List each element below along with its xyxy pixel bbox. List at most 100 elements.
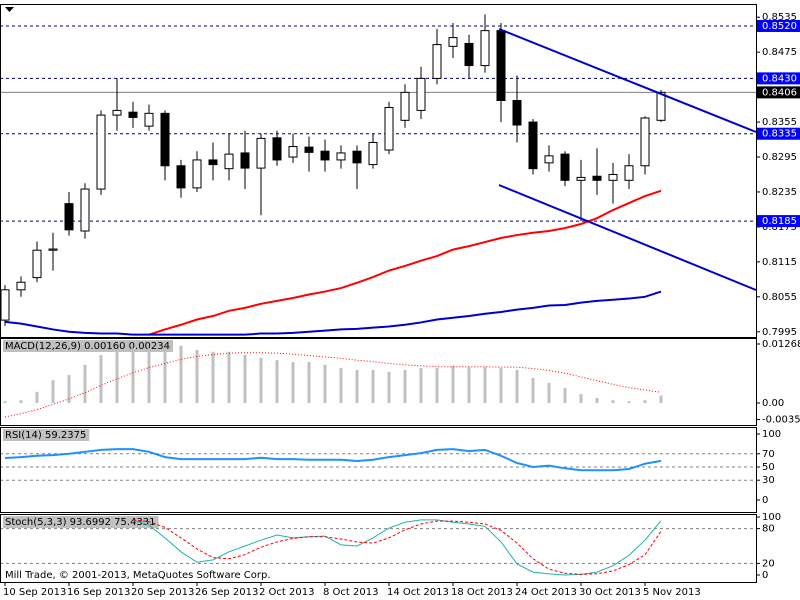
x-tick-label: 16 Sep 2013 (67, 587, 130, 598)
indicator-header-box (3, 340, 174, 352)
indicator-header-box (3, 516, 159, 528)
histogram-bar (483, 367, 487, 403)
panel-borders (0, 4, 757, 583)
histogram-bar (131, 348, 135, 403)
candle-body (80, 188, 90, 232)
candle-body (320, 150, 330, 161)
x-tick-label: 24 Oct 2013 (515, 587, 577, 598)
candle-body (464, 42, 474, 67)
histogram-bar (51, 380, 55, 403)
level-label: 0.8520 (762, 21, 797, 32)
candle-body (448, 37, 458, 47)
candle-body (416, 77, 426, 111)
candle-body (96, 114, 106, 190)
series-line (4, 448, 662, 472)
y-tick-label: 20 (762, 558, 775, 569)
histogram-bar (243, 355, 247, 403)
y-tick-label: 0.00 (762, 398, 784, 409)
y-tick-label: 80 (762, 524, 775, 535)
histogram-bar (67, 375, 71, 403)
candle-body (608, 173, 618, 181)
candle-body (48, 248, 58, 251)
candle-body (640, 117, 650, 167)
histogram-bar (371, 369, 375, 403)
candle-body (144, 112, 154, 127)
candle-body (336, 152, 346, 161)
level-label-box (757, 72, 800, 85)
candle-body (272, 137, 282, 161)
x-tick-label: 2 Oct 2013 (259, 587, 314, 598)
histogram-bar (467, 367, 471, 403)
candle-body (528, 121, 538, 170)
candle-body (288, 146, 298, 158)
candle-body (192, 159, 202, 189)
level-label: 0.8430 (762, 73, 797, 84)
histogram-bar (323, 364, 327, 403)
y-tick-label: 30 (762, 475, 775, 486)
candle-body (112, 109, 122, 116)
y-tick-label: 0.8235 (762, 187, 797, 198)
plot-area: MACD(12,26,9) 0.00160 0.00234 RSI(14) 59.… (0, 14, 756, 576)
y-tick-label: 0.8355 (762, 117, 797, 128)
candle-body (432, 44, 442, 79)
series-line (148, 189, 662, 336)
y-tick-label: 0 (762, 495, 768, 506)
candle-body (624, 165, 634, 181)
y-tick-label: 70 (762, 449, 775, 460)
candle-body (256, 137, 266, 169)
level-label-box (757, 215, 800, 228)
y-tick-label: 0.01268 (762, 339, 800, 350)
x-tick-label: 18 Oct 2013 (451, 587, 513, 598)
histogram-bar (419, 368, 423, 403)
candle-body (304, 146, 314, 153)
histogram-bar (3, 401, 7, 403)
indicator-header: RSI(14) 59.2375 (5, 430, 86, 441)
level-label: 0.8185 (762, 216, 797, 227)
y-tick-label: 0.8055 (762, 292, 797, 303)
histogram-bar (275, 360, 279, 403)
x-tick-label: 20 Sep 2013 (131, 587, 194, 598)
level-label: 0.8335 (762, 129, 797, 140)
histogram-bar (403, 369, 407, 403)
histogram-bar (115, 349, 119, 403)
y-tick-label: 100 (762, 512, 781, 523)
candle-body (368, 141, 378, 166)
candle-body (16, 281, 26, 291)
candle-body (592, 175, 602, 181)
histogram-bar (355, 369, 359, 403)
y-tick-label: 100 (762, 429, 781, 440)
histogram-bar (531, 377, 535, 403)
candle-body (512, 100, 522, 126)
menu-icon[interactable] (5, 7, 14, 12)
level-label-box (757, 19, 800, 32)
y-tick-label: 0.8475 (762, 47, 797, 58)
level-label-box (757, 127, 800, 140)
histogram-bar (147, 348, 151, 403)
macd-panel (0, 338, 757, 426)
series-line (132, 519, 662, 576)
candle-body (128, 111, 138, 118)
histogram-bar (83, 364, 87, 403)
indicator-header: Stoch(5,3,3) 93.6992 75.4331 (5, 517, 156, 528)
histogram-bar (179, 345, 183, 403)
candle-body (656, 91, 666, 121)
histogram-bar (515, 369, 519, 403)
main-panel (0, 4, 757, 338)
histogram-bar (499, 368, 503, 403)
candle-body (64, 203, 74, 231)
x-tick-label: 14 Oct 2013 (387, 587, 449, 598)
y-tick-label: 50 (762, 462, 775, 473)
last-price-box (757, 86, 800, 99)
candle-body (496, 30, 506, 102)
candle-body (352, 150, 362, 164)
stoch-panel (0, 514, 757, 583)
histogram-bar (259, 357, 263, 403)
candle-body (224, 153, 234, 170)
histogram-bar (627, 401, 631, 403)
trend-line (498, 28, 757, 133)
candle-body (400, 91, 410, 121)
x-tick-label: 5 Nov 2013 (643, 587, 701, 598)
histogram-bar (595, 397, 599, 403)
